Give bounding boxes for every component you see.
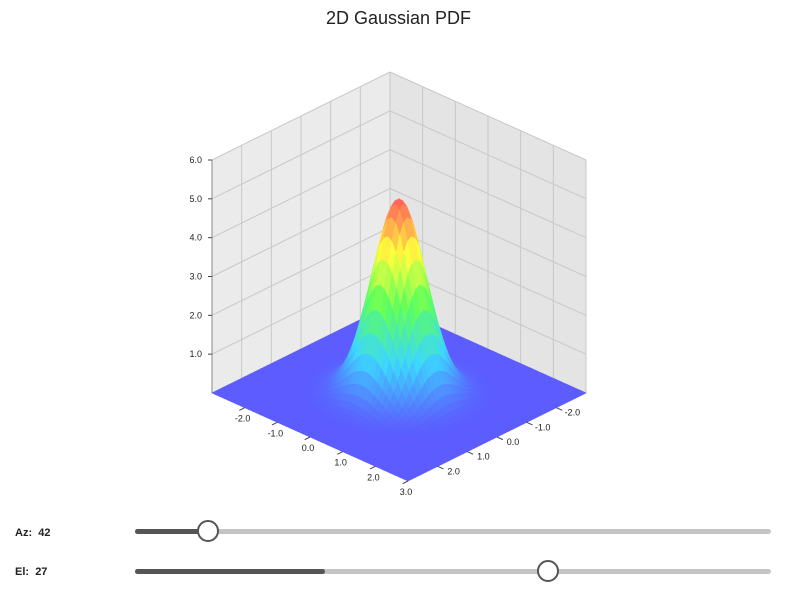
el-label: El: [15, 566, 30, 578]
y-tick-label: 0.0 [507, 437, 520, 447]
x-tick-label: 0.0 [302, 443, 315, 453]
el-slider[interactable] [135, 560, 771, 582]
z-tick-label: 5.0 [189, 194, 202, 204]
grid-line [211, 110, 391, 200]
x-tick-label: 2.0 [367, 472, 380, 482]
x-tick-mark [304, 436, 311, 441]
x-tick-mark [369, 465, 376, 470]
el-slider-handle[interactable] [537, 560, 560, 582]
y-tick-mark [556, 407, 563, 411]
x-tick-label: 1.0 [334, 458, 347, 468]
z-tick-label: 6.0 [189, 155, 202, 165]
z-tick-label: 2.0 [189, 310, 202, 320]
el-value: 27 [35, 566, 48, 578]
y-tick-label: 1.0 [477, 452, 490, 462]
az-slider-fill [135, 529, 209, 534]
x-tick-mark [402, 480, 409, 485]
az-slider-handle[interactable] [197, 520, 220, 542]
z-tick-label: 1.0 [189, 349, 202, 359]
y-tick-label: 2.0 [447, 466, 460, 476]
chart-title: 2D Gaussian PDF [325, 8, 472, 28]
x-tick-mark [271, 421, 278, 426]
x-tick-label: -2.0 [235, 414, 251, 424]
y-tick-mark [496, 436, 504, 441]
grid-line [389, 71, 587, 161]
el-slider-fill [135, 569, 325, 574]
surface-plot: -2.0 -1.0 0.0 1.0 2.0 3.0 -2.0 -1.0 0.0 1.0 2.0 1.0… [189, 71, 587, 497]
y-tick-label: -2.0 [565, 408, 581, 418]
y-tick-label: -1.0 [535, 422, 551, 432]
y-tick-mark [437, 465, 444, 470]
z-tick-label: 3.0 [189, 272, 202, 282]
y-tick-mark [526, 421, 533, 426]
grid-line [389, 110, 587, 200]
axis-ticks: -2.0 -1.0 0.0 1.0 2.0 3.0 -2.0 -1.0 0.0 1.0 2.0 1.0… [189, 155, 580, 497]
az-slider[interactable] [135, 520, 771, 542]
y-tick-mark [467, 451, 474, 455]
gaussian-surface [211, 198, 587, 482]
az-slider-label: Az: 42 [15, 527, 50, 539]
x-tick-label: 3.0 [400, 487, 413, 497]
az-label: Az: [15, 527, 33, 539]
x-tick-label: -1.0 [268, 428, 284, 438]
az-value: 42 [38, 527, 51, 539]
x-tick-mark [337, 451, 343, 455]
x-tick-mark [239, 407, 245, 411]
grid-line [211, 71, 391, 161]
z-tick-label: 4.0 [189, 233, 202, 243]
el-slider-label: El: 27 [15, 566, 47, 578]
